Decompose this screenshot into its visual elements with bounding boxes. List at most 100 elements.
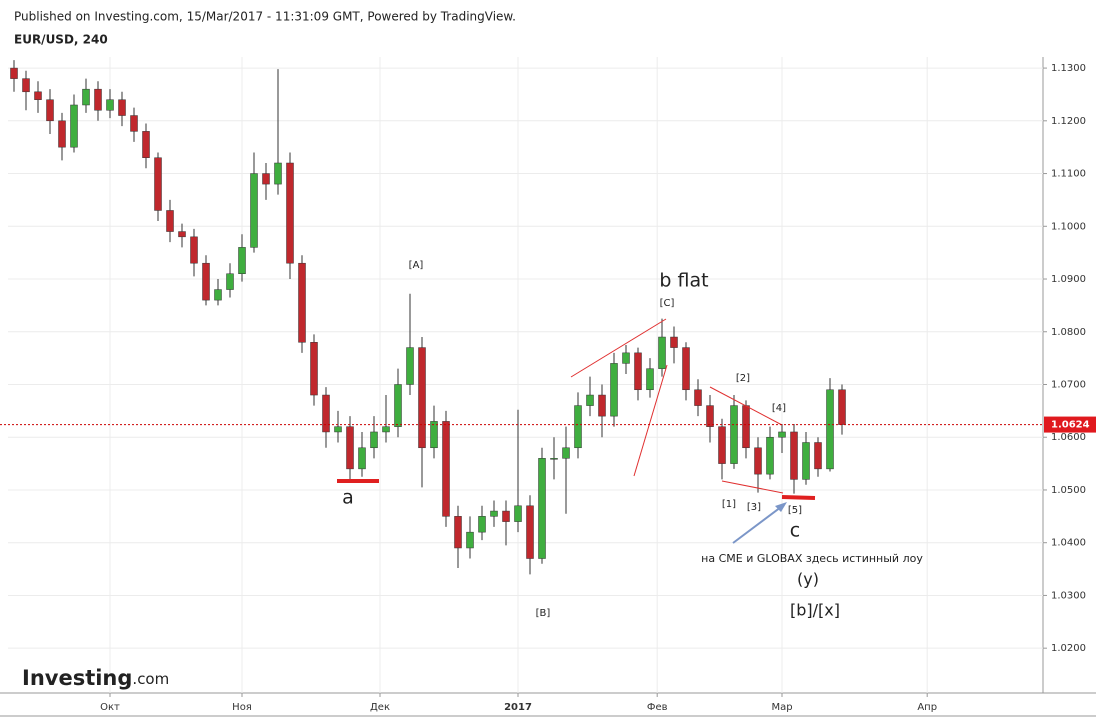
- candle-body: [190, 236, 198, 264]
- last-price-badge: [1044, 416, 1096, 433]
- candle-body: [706, 405, 714, 427]
- candle-body: [646, 368, 654, 391]
- candle-body: [478, 516, 486, 533]
- candle-body: [742, 405, 750, 449]
- annotation: [C]: [660, 298, 675, 309]
- candle-body: [718, 426, 726, 464]
- y-tick-label: 1.0300: [1051, 590, 1086, 601]
- candle-body: [382, 426, 390, 433]
- candle-body: [226, 273, 234, 290]
- candle-body: [766, 436, 774, 475]
- candle-body: [142, 131, 150, 158]
- y-tick-label: 1.0400: [1051, 538, 1086, 549]
- y-tick-label: 1.1200: [1051, 116, 1086, 127]
- x-tick-label: Фев: [647, 702, 668, 713]
- candle-body: [274, 162, 282, 185]
- candle-body: [154, 157, 162, 211]
- annotation: [b]/[x]: [790, 601, 840, 620]
- candle-body: [238, 247, 246, 274]
- candle-body: [418, 347, 426, 449]
- candle-body: [538, 458, 546, 559]
- candle-body: [334, 426, 342, 433]
- candle-body: [118, 99, 126, 116]
- candle-body: [22, 78, 30, 93]
- candle-body: [826, 389, 834, 470]
- candles: [10, 60, 846, 575]
- candle-body: [814, 442, 822, 470]
- candle-body: [466, 531, 474, 549]
- candle-body: [658, 336, 666, 369]
- y-tick-label: 1.1300: [1051, 63, 1086, 74]
- trendline: [570, 318, 667, 378]
- candle-body: [778, 431, 786, 438]
- annotation: [3]: [747, 502, 761, 513]
- candle-body: [94, 88, 102, 111]
- candle-body: [670, 336, 678, 348]
- arrow: [732, 506, 782, 544]
- candle-body: [250, 173, 258, 248]
- logo: Investing.com: [22, 666, 169, 690]
- candle-body: [838, 389, 846, 425]
- candle-body: [586, 394, 594, 406]
- candle-body: [406, 347, 414, 385]
- y-tick-label: 1.0600: [1051, 432, 1086, 443]
- candle-body: [430, 421, 438, 449]
- candle-body: [202, 262, 210, 301]
- annotations: [A] b flat [C] [2] [4] a [1] [3] [5] c на CME и GL…: [342, 260, 923, 620]
- candle-body: [82, 88, 90, 106]
- candle-body: [694, 389, 702, 406]
- candle-body: [286, 162, 294, 264]
- candle-body: [802, 442, 810, 480]
- annotation: [1]: [722, 499, 736, 510]
- candle-body: [310, 342, 318, 396]
- candle-body: [682, 347, 690, 391]
- y-tick-label: 1.1100: [1051, 169, 1086, 180]
- candle-body: [526, 505, 534, 559]
- candle-body: [322, 394, 330, 433]
- annotation: [4]: [772, 403, 786, 414]
- candle-body: [70, 104, 78, 148]
- candle-body: [130, 115, 138, 132]
- annotation: b flat: [659, 270, 708, 292]
- candle-body: [610, 363, 618, 417]
- y-tick-label: 1.0900: [1051, 274, 1086, 285]
- candle-body: [346, 426, 354, 470]
- candle-body: [730, 405, 738, 464]
- candle-body: [574, 405, 582, 449]
- trendline: [633, 364, 668, 477]
- drawings: [337, 318, 816, 544]
- trendline: [709, 386, 783, 426]
- grid: [8, 57, 1047, 697]
- logo-suffix: .com: [132, 670, 169, 688]
- y-tick-label: 1.0500: [1051, 485, 1086, 496]
- x-tick-label: Ноя: [232, 702, 252, 713]
- candle-body: [550, 458, 558, 460]
- candle-body: [106, 99, 114, 111]
- x-tick-label: Апр: [917, 702, 937, 713]
- low-marker: [781, 495, 816, 500]
- annotation: c: [790, 520, 800, 542]
- candle-body: [34, 91, 42, 100]
- x-tick-label: Окт: [100, 702, 120, 713]
- y-tick-label: 1.0800: [1051, 327, 1086, 338]
- y-tick-label: 1.0200: [1051, 643, 1086, 654]
- annotation: на CME и GLOBAX здесь истинный лоу: [701, 552, 923, 565]
- arrow-head: [775, 502, 787, 512]
- x-tick-label: 2017: [504, 702, 532, 713]
- y-tick-label: 1.1000: [1051, 221, 1086, 232]
- candle-body: [634, 352, 642, 391]
- y-tick-label: 1.0700: [1051, 379, 1086, 390]
- candle-body: [262, 173, 270, 185]
- last-price-label: 1.0624: [1051, 420, 1090, 431]
- annotation: [A]: [409, 260, 424, 271]
- annotation: [B]: [536, 608, 551, 619]
- candle-body: [394, 384, 402, 427]
- logo-brand: Investing: [22, 666, 132, 690]
- candle-body: [790, 431, 798, 480]
- candle-body: [514, 505, 522, 522]
- candle-body: [166, 210, 174, 232]
- annotation: a: [342, 487, 354, 509]
- x-tick-label: Дек: [370, 702, 390, 713]
